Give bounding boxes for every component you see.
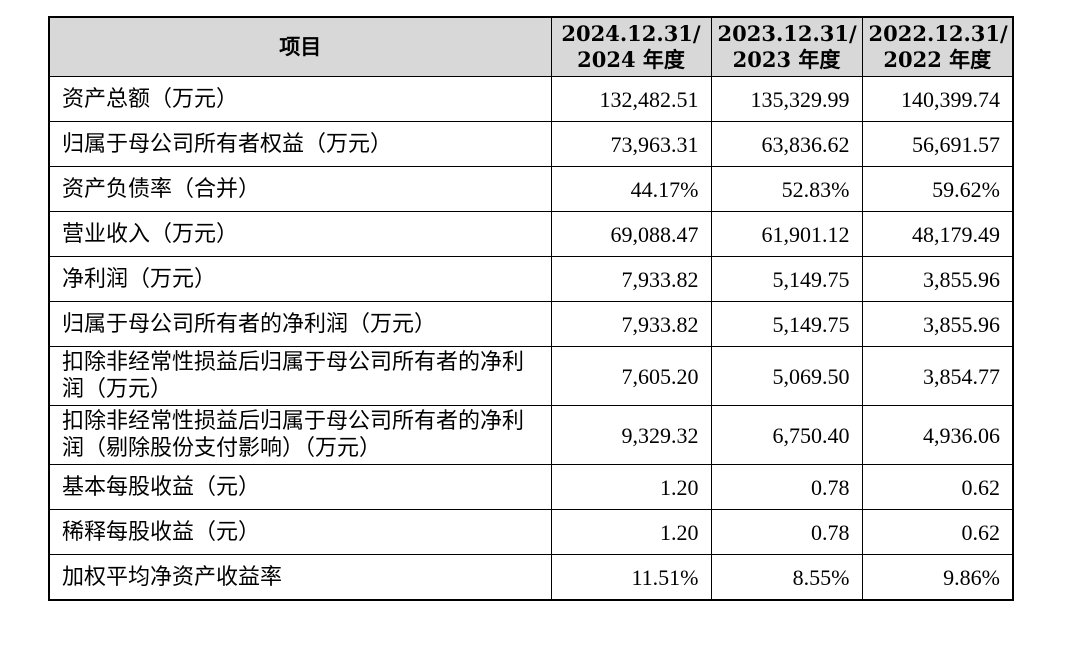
row-label: 资产总额（万元） [48, 76, 552, 122]
value-2023: 5,149.75 [710, 301, 863, 347]
row-label: 扣除非经常性损益后归属于母公司所有者的净利润（剔除股份支付影响）（万元） [48, 405, 552, 465]
table-header-row: 项目 2024.12.31/ 2024 年度 2023.12.31/ 2023 … [48, 16, 1014, 77]
table-row: 加权平均净资产收益率 11.51% 8.55% 9.86% [48, 554, 1014, 601]
value-2023: 63,836.62 [710, 121, 863, 167]
table-row: 净利润（万元） 7,933.82 5,149.75 3,855.96 [48, 256, 1014, 302]
value-2022: 0.62 [861, 464, 1014, 510]
header-2022-year: 2022 年度 [883, 47, 992, 72]
header-2022: 2022.12.31/ 2022 年度 [861, 16, 1014, 77]
table-row: 稀释每股收益（元） 1.20 0.78 0.62 [48, 509, 1014, 555]
value-2022: 4,936.06 [861, 405, 1014, 465]
table-row: 扣除非经常性损益后归属于母公司所有者的净利润（万元） 7,605.20 5,06… [48, 346, 1014, 406]
value-2024: 44.17% [550, 166, 712, 212]
header-2022-date: 2022.12.31/ [868, 21, 1008, 46]
header-2024-year: 2024 年度 [577, 47, 685, 72]
value-2023: 5,069.50 [710, 346, 863, 406]
table-row: 归属于母公司所有者的净利润（万元） 7,933.82 5,149.75 3,85… [48, 301, 1014, 347]
value-2022: 3,854.77 [861, 346, 1014, 406]
value-2022: 59.62% [861, 166, 1014, 212]
value-2024: 7,605.20 [550, 346, 712, 406]
value-2024: 73,963.31 [550, 121, 712, 167]
value-2022: 9.86% [861, 554, 1014, 601]
table-row: 资产负债率（合并） 44.17% 52.83% 59.62% [48, 166, 1014, 212]
value-2022: 140,399.74 [861, 76, 1014, 122]
value-2022: 3,855.96 [861, 256, 1014, 302]
value-2024: 7,933.82 [550, 256, 712, 302]
value-2024: 132,482.51 [550, 76, 712, 122]
value-2024: 1.20 [550, 464, 712, 510]
table-row: 归属于母公司所有者权益（万元） 73,963.31 63,836.62 56,6… [48, 121, 1014, 167]
value-2023: 135,329.99 [710, 76, 863, 122]
header-item: 项目 [48, 16, 552, 77]
row-label: 资产负债率（合并） [48, 166, 552, 212]
row-label: 加权平均净资产收益率 [48, 554, 552, 601]
row-label: 归属于母公司所有者的净利润（万元） [48, 301, 552, 347]
value-2022: 48,179.49 [861, 211, 1014, 257]
header-2024-date: 2024.12.31/ [561, 21, 701, 46]
header-2023-date: 2023.12.31/ [717, 21, 857, 46]
value-2023: 0.78 [710, 509, 863, 555]
value-2024: 11.51% [550, 554, 712, 601]
row-label: 稀释每股收益（元） [48, 509, 552, 555]
value-2022: 3,855.96 [861, 301, 1014, 347]
row-label: 基本每股收益（元） [48, 464, 552, 510]
value-2023: 8.55% [710, 554, 863, 601]
value-2023: 5,149.75 [710, 256, 863, 302]
value-2024: 1.20 [550, 509, 712, 555]
header-2023: 2023.12.31/ 2023 年度 [710, 16, 863, 77]
header-2023-year: 2023 年度 [732, 47, 841, 72]
row-label: 净利润（万元） [48, 256, 552, 302]
value-2023: 61,901.12 [710, 211, 863, 257]
value-2024: 9,329.32 [550, 405, 712, 465]
value-2024: 69,088.47 [550, 211, 712, 257]
value-2023: 0.78 [710, 464, 863, 510]
row-label: 营业收入（万元） [48, 211, 552, 257]
row-label: 归属于母公司所有者权益（万元） [48, 121, 552, 167]
financial-summary-table: 项目 2024.12.31/ 2024 年度 2023.12.31/ 2023 … [48, 16, 1014, 601]
value-2024: 7,933.82 [550, 301, 712, 347]
value-2023: 52.83% [710, 166, 863, 212]
value-2023: 6,750.40 [710, 405, 863, 465]
value-2022: 56,691.57 [861, 121, 1014, 167]
table-row: 扣除非经常性损益后归属于母公司所有者的净利润（剔除股份支付影响）（万元） 9,3… [48, 405, 1014, 465]
table-row: 基本每股收益（元） 1.20 0.78 0.62 [48, 464, 1014, 510]
table-row: 营业收入（万元） 69,088.47 61,901.12 48,179.49 [48, 211, 1014, 257]
row-label: 扣除非经常性损益后归属于母公司所有者的净利润（万元） [48, 346, 552, 406]
table-row: 资产总额（万元） 132,482.51 135,329.99 140,399.7… [48, 76, 1014, 122]
header-2024: 2024.12.31/ 2024 年度 [550, 16, 712, 77]
value-2022: 0.62 [861, 509, 1014, 555]
